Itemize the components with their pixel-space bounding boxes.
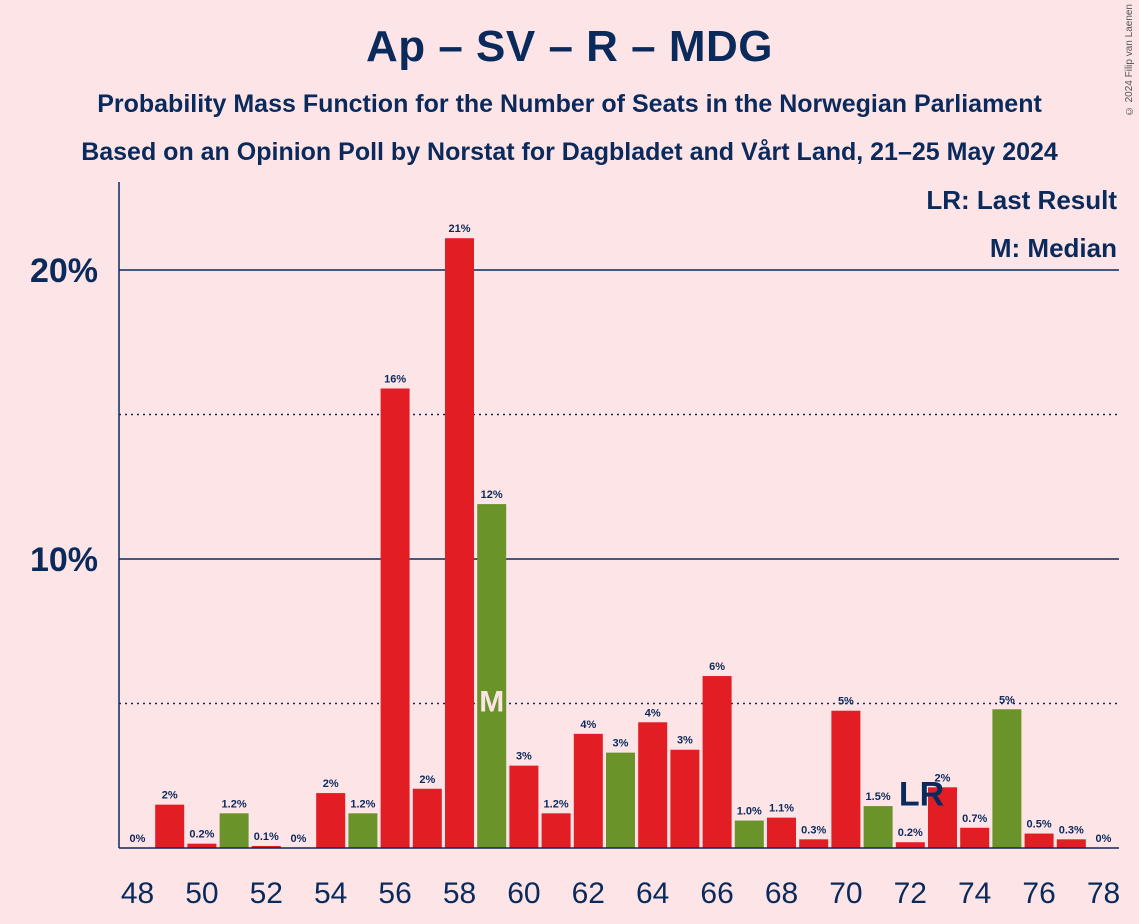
bar-75 [992,709,1022,848]
bar-66 [702,676,732,848]
x-tick-label-54: 54 [314,877,347,910]
data-label-71: 1.5% [866,791,891,803]
data-label-49: 2% [162,790,178,802]
bar-54 [316,793,346,848]
data-label-73: 2% [935,772,951,784]
x-tick-label-60: 60 [507,877,540,910]
data-label-60: 3% [516,751,532,763]
bar-65 [670,749,700,848]
bar-60 [509,765,539,848]
bar-58 [445,238,474,848]
x-tick-label-74: 74 [958,877,991,910]
bar-73 [928,787,957,848]
data-label-63: 3% [613,738,629,750]
data-label-78: 0% [1096,833,1112,845]
chart-subtitle-1: Probability Mass Function for the Number… [97,90,1042,118]
bar-70 [831,710,861,848]
x-tick-label-52: 52 [250,877,283,910]
data-label-76: 0.5% [1027,819,1052,831]
x-tick-label-58: 58 [443,877,476,910]
bar-71 [863,806,893,848]
x-tick-label-50: 50 [185,877,218,910]
data-label-65: 3% [677,735,693,747]
bar-59 [477,504,507,848]
x-tick-label-76: 76 [1022,877,1055,910]
data-label-58: 21% [448,223,470,235]
bar-67 [734,820,764,848]
data-label-54: 2% [323,778,339,790]
data-label-74: 0.7% [962,813,987,825]
bar-56 [380,388,410,848]
bar-49 [155,804,185,848]
x-tick-label-66: 66 [700,877,733,910]
bar-55 [348,813,378,848]
bar-68 [767,817,796,848]
y-tick-label-10: 10% [30,541,98,579]
data-label-68: 1.1% [769,803,794,815]
bar-61 [541,813,571,848]
bar-62 [573,733,603,848]
x-tick-label-70: 70 [829,877,862,910]
bar-50 [187,843,217,848]
chart-subtitle-2: Based on an Opinion Poll by Norstat for … [81,138,1058,166]
y-tick-label-20: 20% [30,252,98,290]
x-tick-label-62: 62 [572,877,605,910]
median-marker: M [479,686,504,719]
bar-76 [1024,833,1054,848]
data-label-56: 16% [384,373,406,385]
x-tick-label-72: 72 [894,877,927,910]
x-tick-label-78: 78 [1087,877,1120,910]
chart-title: Ap – SV – R – MDG [365,22,774,71]
bar-63 [606,752,635,848]
legend-median: M: Median [989,233,1117,263]
data-label-51: 1.2% [222,798,247,810]
data-label-48: 0% [130,833,146,845]
x-tick-label-64: 64 [636,877,669,910]
x-tick-label-68: 68 [765,877,798,910]
data-label-59: 12% [481,489,503,501]
data-label-77: 0.3% [1059,824,1084,836]
data-label-75: 5% [999,694,1015,706]
data-label-66: 6% [709,661,725,673]
data-label-61: 1.2% [544,798,569,810]
legend-last-result: LR: Last Result [926,185,1117,215]
data-label-50: 0.2% [189,829,214,841]
last-result-marker: LR [899,775,944,813]
bar-69 [799,839,829,848]
data-label-53: 0% [291,833,307,845]
x-tick-label-56: 56 [378,877,411,910]
bar-51 [219,813,249,848]
data-label-55: 1.2% [350,798,375,810]
data-label-70: 5% [838,696,854,708]
data-label-62: 4% [580,719,596,731]
data-label-64: 4% [645,707,661,719]
bar-77 [1056,839,1086,848]
data-label-57: 2% [419,774,435,786]
data-label-69: 0.3% [801,824,826,836]
bar-52 [251,845,281,848]
bar-72 [895,842,925,848]
bar-57 [412,788,442,848]
bar-64 [638,722,668,848]
bar-74 [960,827,990,848]
data-label-72: 0.2% [898,827,923,839]
data-label-67: 1.0% [737,806,762,818]
x-tick-label-48: 48 [121,877,154,910]
data-label-52: 0.1% [254,831,279,843]
